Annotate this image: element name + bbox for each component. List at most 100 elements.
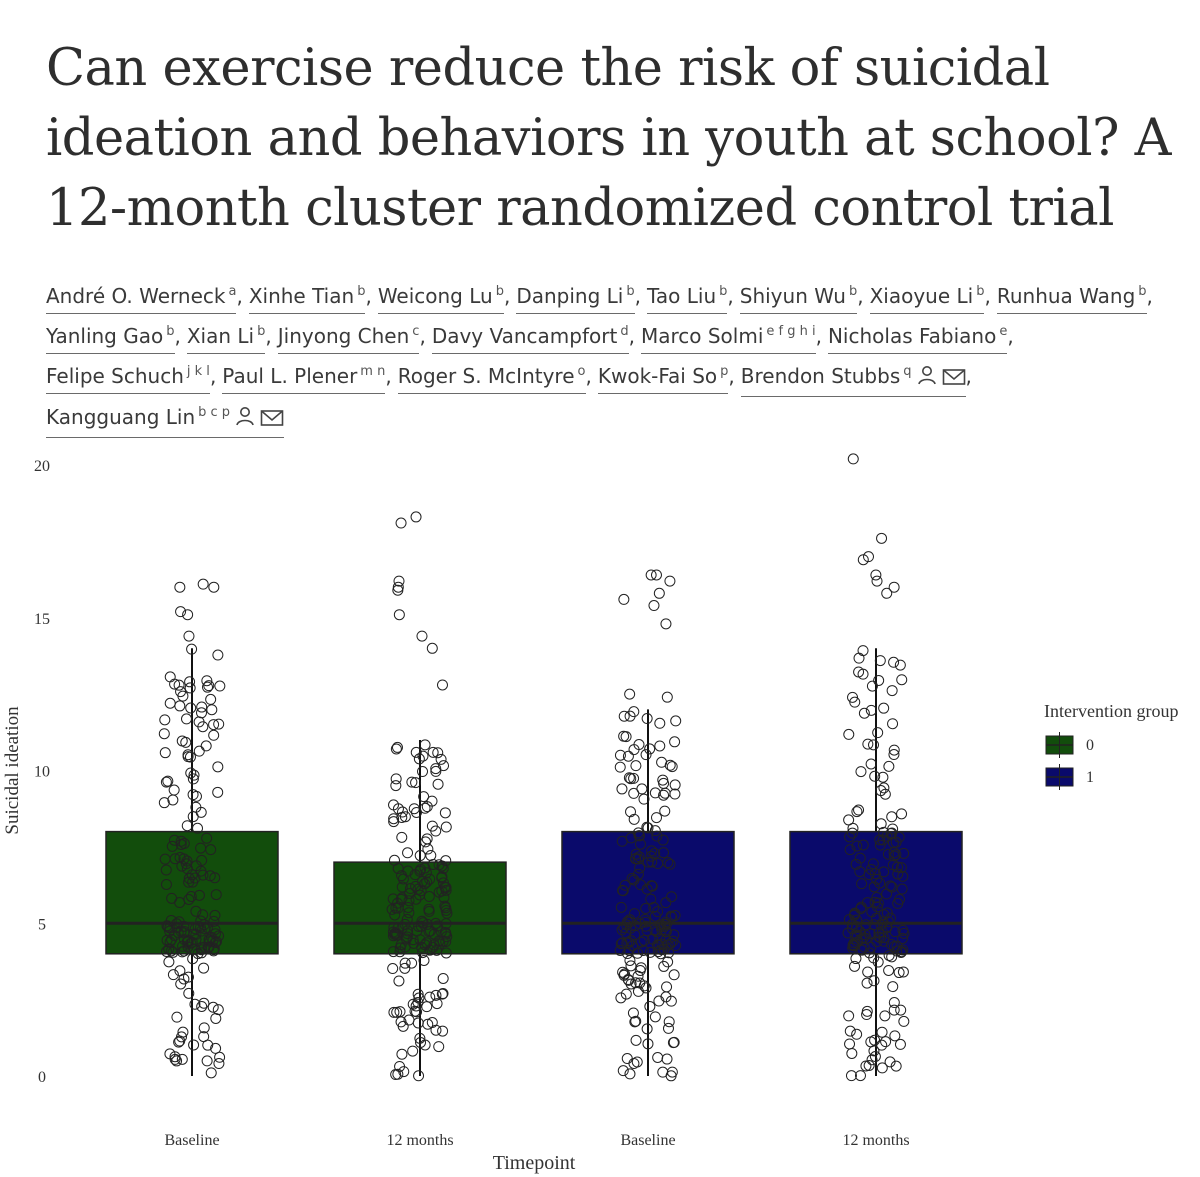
data-point — [165, 945, 177, 957]
data-point — [403, 895, 415, 907]
data-point — [641, 925, 653, 937]
author-link[interactable]: Runhua Wang b — [996, 279, 1147, 314]
data-point — [169, 853, 181, 865]
author-link[interactable]: Kangguang Lin b c p — [46, 400, 285, 438]
data-point — [888, 656, 900, 668]
author-link[interactable]: André O. Werneck a — [46, 279, 237, 314]
data-point — [856, 878, 868, 890]
data-point — [625, 806, 637, 818]
author-link[interactable]: Kwok-Fai So p — [597, 359, 729, 394]
data-point — [629, 1016, 641, 1028]
data-point — [664, 858, 676, 870]
author-link[interactable]: Danping Li b — [516, 279, 635, 314]
data-point — [656, 756, 668, 768]
data-point — [871, 873, 883, 885]
data-point — [424, 991, 436, 1003]
data-point — [421, 937, 433, 949]
data-point — [412, 988, 424, 1000]
data-point — [399, 918, 411, 930]
data-point — [860, 919, 872, 931]
data-point — [622, 750, 634, 762]
data-point — [181, 820, 193, 832]
data-point — [440, 902, 452, 914]
data-point — [898, 1015, 910, 1027]
data-point — [185, 702, 197, 714]
data-point — [875, 818, 887, 830]
data-point — [423, 903, 435, 915]
mail-icon[interactable] — [260, 407, 284, 433]
author-link[interactable]: Xiaoyue Li b — [869, 279, 985, 314]
data-point — [627, 1007, 639, 1019]
author-link[interactable]: Jinyong Chen c — [277, 319, 420, 354]
author-link[interactable]: Felipe Schuch j k l — [46, 359, 210, 394]
author-link[interactable]: Marco Solmi e f g h i — [640, 319, 816, 354]
data-point — [388, 813, 400, 825]
data-point — [210, 1042, 222, 1054]
author-link[interactable]: Davy Vancampfort d — [431, 319, 629, 354]
author-link[interactable]: Xian Li b — [186, 319, 266, 354]
author-link[interactable]: Yanling Gao b — [46, 319, 175, 354]
mail-icon[interactable] — [942, 366, 966, 392]
data-point — [178, 945, 190, 957]
data-point — [649, 910, 661, 922]
data-point — [657, 834, 669, 846]
data-point — [193, 745, 205, 757]
data-point — [207, 1001, 219, 1013]
author-separator: , — [984, 284, 991, 308]
data-point — [865, 758, 877, 770]
person-icon[interactable] — [234, 405, 256, 433]
data-point — [651, 830, 663, 842]
data-point — [858, 707, 870, 719]
data-point — [850, 953, 862, 965]
data-point — [421, 801, 433, 813]
data-point — [214, 1051, 226, 1063]
person-icon[interactable] — [916, 364, 938, 392]
author-link[interactable]: Shiyun Wu b — [739, 279, 858, 314]
author-separator: , — [727, 284, 734, 308]
data-point — [865, 1036, 877, 1048]
data-point — [855, 766, 867, 778]
data-point — [210, 889, 222, 901]
data-point — [198, 997, 210, 1009]
data-point — [210, 1012, 222, 1024]
data-point — [164, 671, 176, 683]
y-tick-label: 0 — [38, 1069, 46, 1086]
data-point — [617, 1065, 629, 1077]
data-point — [851, 806, 863, 818]
data-point — [175, 978, 187, 990]
data-point — [626, 872, 638, 884]
author-separator: , — [503, 284, 511, 308]
data-point — [180, 713, 192, 725]
data-point — [181, 855, 193, 867]
data-point — [861, 977, 873, 989]
data-point — [178, 837, 190, 849]
outlier-point — [416, 630, 428, 642]
author-separator: , — [385, 364, 392, 388]
data-point — [387, 893, 399, 905]
data-point — [849, 696, 861, 708]
data-point — [182, 971, 194, 983]
author-link[interactable]: Brendon Stubbs q — [740, 359, 966, 397]
author-link[interactable]: Xinhe Tian b — [248, 279, 366, 314]
data-point — [214, 680, 226, 692]
data-point — [162, 921, 174, 933]
data-point — [190, 933, 202, 945]
data-point — [896, 883, 908, 895]
data-point — [898, 927, 910, 939]
author-name: Xinhe Tian — [248, 284, 355, 308]
author-link[interactable]: Roger S. McIntyre o — [397, 359, 586, 394]
author-link[interactable]: Paul L. Plener m n — [222, 359, 386, 394]
data-point — [410, 746, 422, 758]
data-point — [853, 804, 865, 816]
data-point — [431, 920, 443, 932]
author-name: Shiyun Wu — [739, 284, 846, 308]
author-link[interactable]: Tao Liu b — [646, 279, 728, 314]
author-link[interactable]: Nicholas Fabiano e — [827, 319, 1008, 354]
author-link[interactable]: Weicong Lu b — [377, 279, 504, 314]
data-point — [669, 909, 681, 921]
data-point — [641, 821, 653, 833]
data-point — [649, 1011, 661, 1023]
data-point — [202, 1039, 214, 1051]
outlier-point — [876, 532, 888, 544]
author-name: Weicong Lu — [377, 284, 493, 308]
